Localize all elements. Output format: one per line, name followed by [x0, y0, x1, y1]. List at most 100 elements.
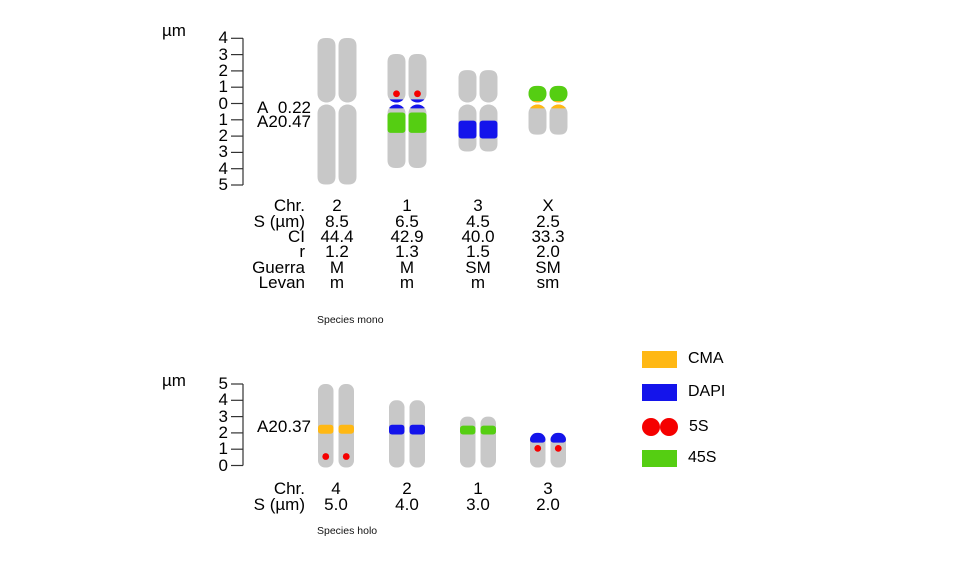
legend-item-dapi: DAPI	[642, 383, 725, 401]
axis-tick-label: 3	[218, 44, 228, 64]
dapi-band	[408, 99, 427, 109]
dapi-band	[479, 120, 498, 139]
axis-tick-label: 2	[218, 422, 228, 442]
table-row-label: S (µm)	[253, 212, 305, 231]
chromosome-holocentric-2	[389, 400, 425, 468]
dapi-band	[550, 432, 566, 443]
table-cell: m	[329, 273, 345, 292]
45s-band	[480, 425, 496, 435]
dapi-band	[409, 424, 425, 435]
45s-band	[549, 85, 568, 102]
table-cell: 2.5	[536, 212, 560, 231]
index-row-a2: A2 0.47	[257, 111, 311, 131]
chromatid	[480, 416, 496, 468]
index-value: 0.37	[277, 417, 311, 436]
5s-dot	[534, 444, 542, 452]
index-label: A	[257, 98, 269, 117]
table-cell: 3	[543, 479, 553, 498]
cma-band	[528, 101, 547, 109]
table-cell: 5.0	[324, 495, 348, 514]
table-cell: 3.0	[466, 495, 490, 514]
chromosome-holocentric-4	[318, 384, 354, 468]
5s-dot	[322, 453, 330, 460]
chromosome-monocentric-X	[528, 85, 568, 135]
legend-label: CMA	[688, 350, 724, 367]
5s-dot-icon	[642, 418, 660, 436]
table-cell: SM	[465, 258, 491, 277]
chromosome-monocentric-3	[458, 70, 498, 152]
index-row-a: A 0.22	[257, 98, 311, 117]
cma-band	[338, 424, 354, 434]
table-cell: M	[399, 258, 415, 277]
legend-item-45s: 45S	[642, 449, 716, 467]
axis-tick-label: 4	[218, 158, 228, 178]
table-row-label: Levan	[258, 273, 305, 292]
5s-dot	[554, 444, 562, 452]
45s-band	[460, 425, 476, 435]
chromatid	[458, 70, 477, 103]
karyotype-indices-bottom: A2 0.37	[257, 417, 311, 436]
table-cell: 3	[473, 196, 483, 215]
axis-tick-label: 4	[218, 28, 228, 48]
chromatid	[528, 104, 547, 135]
index-row-a2: A2 0.37	[257, 417, 311, 436]
legend-swatch-45s	[642, 449, 677, 467]
chromatid	[317, 37, 336, 103]
chromatid	[317, 104, 336, 185]
table-cell: 44.4	[320, 227, 354, 246]
dapi-band	[387, 99, 406, 109]
chromosome-holocentric-3	[530, 432, 566, 468]
45s-band	[408, 112, 427, 133]
axis-tick-label: 5	[218, 374, 228, 393]
table-cell: 2	[402, 479, 412, 498]
table-cell: X	[542, 196, 554, 215]
axis-tick-label: 2	[218, 126, 228, 146]
5s-dot-icon	[660, 418, 678, 436]
axis-tick-label: 4	[218, 390, 228, 410]
cma-band	[549, 101, 568, 109]
chromatid	[338, 104, 357, 185]
table-cell: 6.5	[395, 212, 419, 231]
table-cell: 33.3	[531, 227, 565, 246]
dapi-band	[530, 432, 546, 443]
45s-band	[528, 85, 547, 102]
species-name-bottom: Species holo	[317, 525, 378, 537]
table-cell: 4	[331, 479, 341, 498]
legend-item-cma: CMA	[642, 350, 724, 368]
table-cell: M	[329, 258, 345, 277]
chromatid	[549, 104, 568, 135]
table-row-label: Guerra	[252, 258, 305, 277]
chromatid	[408, 54, 427, 103]
table-cell: 4.0	[395, 495, 419, 514]
chromatid	[338, 37, 357, 103]
table-row-label: S (µm)	[253, 495, 305, 514]
table-cell: m	[399, 273, 415, 292]
chromosome-monocentric-2	[317, 37, 357, 185]
axis-tick-label: 0	[218, 455, 228, 475]
5s-dot	[393, 90, 400, 98]
legend-label: 5S	[689, 418, 709, 435]
5s-dot	[342, 453, 350, 460]
table-cell: 2.0	[536, 242, 560, 261]
axis-tick-label: 1	[218, 77, 228, 97]
chromatid	[479, 70, 498, 103]
table-cell: SM	[535, 258, 561, 277]
index-label: A2	[257, 417, 278, 436]
index-label: A2	[257, 111, 278, 131]
legend-label: DAPI	[688, 383, 726, 400]
table-cell: 8.5	[325, 212, 349, 231]
legend-swatch-cma	[642, 350, 677, 368]
table-cell: 1.5	[466, 242, 490, 261]
chromosome-holocentric-1	[460, 416, 496, 468]
axis-tick-label: 1	[218, 109, 228, 129]
table-row-label: CI	[288, 227, 305, 246]
legend-item-5s: 5S	[642, 418, 709, 436]
table-cell: m	[470, 273, 486, 292]
y-axis-unit-label-bottom: µm	[162, 371, 186, 390]
axis-tick-label: 0	[218, 93, 228, 113]
karyotype-indices-top: A 0.22 A2 0.47	[257, 98, 311, 131]
axis-tick-label: 5	[218, 175, 228, 194]
species-name-top: Species mono	[317, 314, 384, 326]
